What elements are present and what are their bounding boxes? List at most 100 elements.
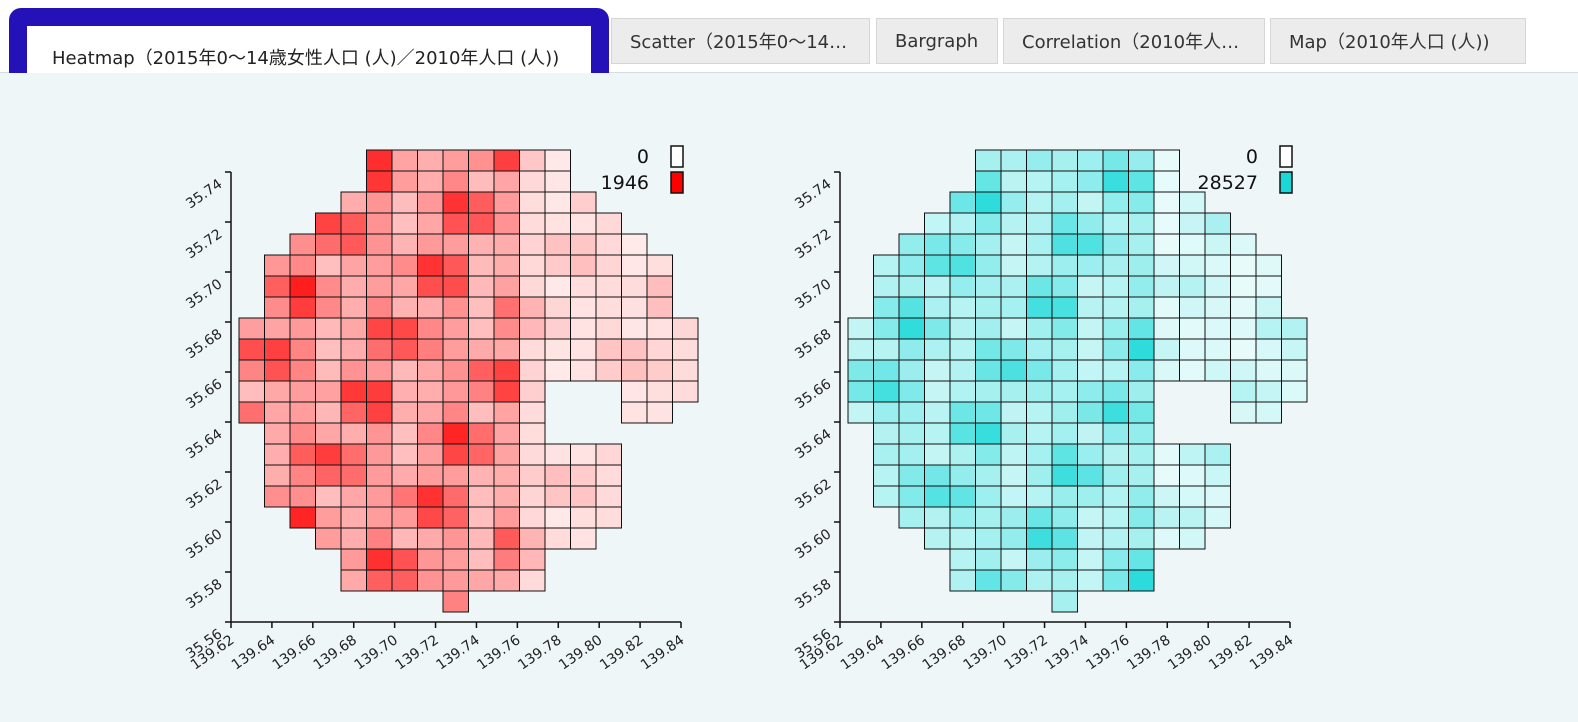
heatmap-cell <box>493 569 520 592</box>
heatmap-cell <box>366 527 393 550</box>
heatmap-cell <box>468 233 495 256</box>
heatmap-cell <box>1077 548 1104 571</box>
heatmap-cell <box>417 149 444 172</box>
heatmap-cell <box>468 212 495 235</box>
tab-scatter[interactable]: Scatter（2015年0～14… <box>611 18 870 64</box>
heatmap-cell <box>1179 275 1206 298</box>
heatmap-cell <box>975 401 1002 424</box>
heatmap-cell <box>873 296 900 319</box>
y-tick-label: 35.64 <box>792 426 834 462</box>
heatmap-cell <box>1051 380 1078 403</box>
heatmap-cell <box>570 485 597 508</box>
heatmap-cell <box>315 254 342 277</box>
heatmap-cell <box>1051 254 1078 277</box>
heatmap-cell <box>1230 359 1257 382</box>
heatmap-cell <box>847 401 874 424</box>
heatmap-cell <box>646 401 673 424</box>
heatmap-cell <box>1179 485 1206 508</box>
heatmap-cell <box>1051 548 1078 571</box>
heatmap-cell <box>924 254 951 277</box>
heatmap-cell <box>366 464 393 487</box>
heatmap-cell <box>519 191 546 214</box>
heatmap-cell <box>468 464 495 487</box>
heatmap-cell <box>315 359 342 382</box>
heatmap-cell <box>340 233 367 256</box>
heatmap-cell <box>468 191 495 214</box>
heatmap-cell <box>975 149 1002 172</box>
heatmap-cell <box>570 254 597 277</box>
heatmap-cell <box>1051 443 1078 466</box>
heatmap-cell <box>468 254 495 277</box>
tab-correlation[interactable]: Correlation（2010年人… <box>1003 18 1265 64</box>
heatmap-cell <box>544 296 571 319</box>
heatmap-cell <box>519 254 546 277</box>
heatmap-cell <box>366 569 393 592</box>
heatmap-cell <box>340 212 367 235</box>
tab-scatter-label: Scatter（2015年0～14… <box>630 32 848 53</box>
heatmap-cell <box>1179 191 1206 214</box>
heatmap-cell <box>544 191 571 214</box>
heatmap-cell <box>391 275 418 298</box>
heatmap-cell <box>672 317 699 340</box>
heatmap-cell <box>570 275 597 298</box>
heatmap-cell <box>391 401 418 424</box>
heatmap-cell <box>264 422 291 445</box>
heatmap-cell <box>1026 149 1053 172</box>
heatmap-cell <box>1000 527 1027 550</box>
heatmap-cell <box>264 485 291 508</box>
heatmap-cell <box>519 401 546 424</box>
heatmap-cell <box>949 317 976 340</box>
heatmap-cell <box>621 380 648 403</box>
heatmap-cell <box>646 275 673 298</box>
tab-map[interactable]: Map（2010年人口 (人)) <box>1270 18 1526 64</box>
x-tick-label: 139.82 <box>1206 632 1255 673</box>
heatmap-cell <box>289 464 316 487</box>
heatmap-cell <box>975 506 1002 529</box>
heatmap-cell <box>1102 338 1129 361</box>
heatmap-cell <box>519 170 546 193</box>
heatmap-cell <box>1000 212 1027 235</box>
heatmap-cell <box>391 527 418 550</box>
heatmap-cell <box>544 149 571 172</box>
y-tick-label: 35.70 <box>792 276 834 312</box>
heatmap-cell <box>544 212 571 235</box>
heatmap-cell <box>366 422 393 445</box>
heatmap-cell <box>1179 464 1206 487</box>
tab-bargraph[interactable]: Bargraph <box>876 18 998 64</box>
heatmap-cell <box>1153 359 1180 382</box>
heatmap-cell <box>1102 275 1129 298</box>
heatmap-cell <box>1255 338 1282 361</box>
heatmap-cell <box>468 506 495 529</box>
heatmap-cell <box>366 191 393 214</box>
heatmap-cell <box>1102 296 1129 319</box>
heatmap-cell <box>975 317 1002 340</box>
heatmap-cell <box>493 485 520 508</box>
heatmap-cell <box>468 422 495 445</box>
heatmap-cell <box>417 506 444 529</box>
heatmap-cell <box>924 485 951 508</box>
heatmap-cell <box>264 275 291 298</box>
heatmap-cell <box>621 254 648 277</box>
heatmap-cell <box>672 338 699 361</box>
heatmap-cell <box>975 443 1002 466</box>
heatmap-cell <box>544 527 571 550</box>
heatmap-cell <box>340 359 367 382</box>
heatmap-cell <box>949 380 976 403</box>
heatmap-cell <box>949 485 976 508</box>
heatmap-cell <box>391 170 418 193</box>
heatmap-cell <box>1026 338 1053 361</box>
heatmap-cell <box>391 380 418 403</box>
heatmap-cell <box>1102 485 1129 508</box>
heatmap-cell <box>1204 233 1231 256</box>
y-tick-label: 35.72 <box>792 226 834 262</box>
heatmap-cell <box>1153 191 1180 214</box>
heatmap-cell <box>595 485 622 508</box>
heatmap-cell <box>1051 401 1078 424</box>
heatmap-cell <box>544 485 571 508</box>
heatmap-cell <box>1255 275 1282 298</box>
heatmap-cell <box>391 149 418 172</box>
heatmap-cell <box>366 233 393 256</box>
heatmap-cell <box>1051 170 1078 193</box>
heatmap-cell <box>975 359 1002 382</box>
heatmap-cell <box>366 170 393 193</box>
